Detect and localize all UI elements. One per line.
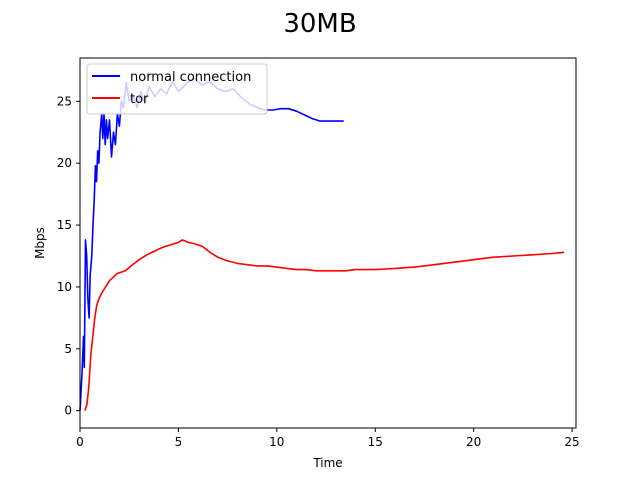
x-tick-label: 25 — [564, 435, 579, 449]
y-axis: 0 5 10 15 20 25 — [57, 94, 80, 418]
series-line-0 — [79, 77, 344, 411]
y-tick-label: 10 — [57, 280, 72, 294]
legend-label-0: normal connection — [130, 70, 251, 85]
y-tick-label: 25 — [57, 94, 72, 108]
y-tick-label: 20 — [57, 156, 72, 170]
y-axis-label: Mbps — [33, 227, 47, 259]
y-tick-label: 15 — [57, 218, 72, 232]
x-tick-label: 10 — [269, 435, 284, 449]
chart-title: 30MB — [283, 9, 356, 39]
series-layer — [79, 77, 565, 411]
legend-label-1: tor — [130, 92, 149, 107]
x-axis: 0 5 10 15 20 25 — [76, 428, 580, 449]
legend: normal connection tor — [86, 63, 268, 115]
series-line-1 — [84, 239, 565, 411]
x-tick-label: 20 — [466, 435, 481, 449]
x-axis-label: Time — [312, 456, 342, 470]
plot-frame — [79, 57, 577, 429]
y-tick-label: 5 — [64, 342, 72, 356]
x-tick-label: 5 — [175, 435, 183, 449]
x-tick-label: 15 — [368, 435, 383, 449]
y-tick-label: 0 — [64, 404, 72, 418]
legend-box — [86, 63, 268, 115]
x-tick-label: 0 — [76, 435, 84, 449]
